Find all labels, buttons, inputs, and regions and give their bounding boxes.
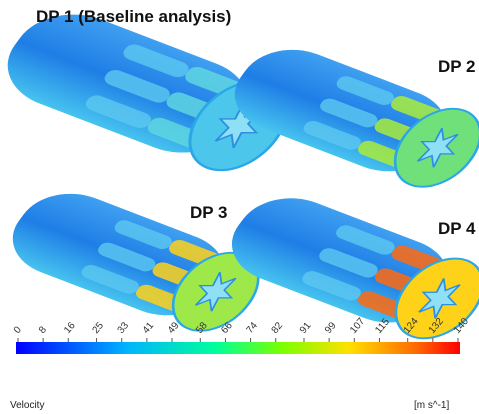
tick-label: 107	[348, 316, 367, 336]
cylinders	[0, 0, 479, 349]
panel-label: DP 1 (Baseline analysis)	[36, 7, 231, 26]
tick-label: 8	[37, 324, 49, 336]
tick-label: 91	[298, 320, 314, 336]
tick-label: 82	[270, 320, 286, 336]
tick-label: 0	[12, 324, 24, 336]
tick-label: 33	[116, 320, 132, 336]
colorbar	[16, 342, 460, 354]
panel-label: DP 2	[438, 57, 476, 76]
figure: DP 1 (Baseline analysis) DP 2 DP 3 DP 4 …	[0, 0, 479, 414]
colorbar-quantity: Velocity	[10, 400, 44, 411]
tick-label: 25	[90, 320, 106, 336]
tick-label: 99	[323, 320, 339, 336]
panel-label: DP 4	[438, 219, 476, 238]
tick-label: 74	[244, 320, 260, 336]
panel-label: DP 3	[190, 203, 228, 222]
tick-label: 16	[62, 320, 78, 336]
colorbar-unit: [m s^-1]	[414, 400, 449, 411]
tick-label: 41	[141, 320, 157, 336]
cylinder	[0, 180, 276, 341]
